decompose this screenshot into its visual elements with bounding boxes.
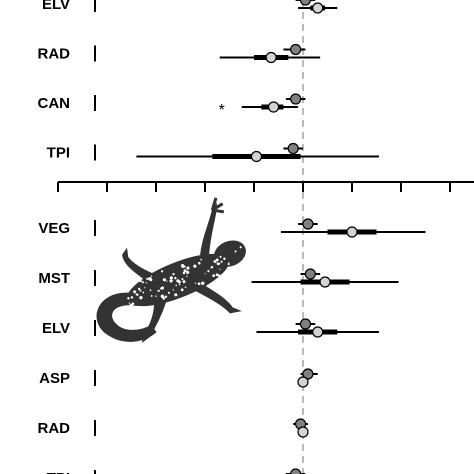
significance-star: * xyxy=(219,102,225,119)
dark-point xyxy=(302,368,314,380)
row-veg: VEG xyxy=(38,218,426,238)
row-rad: RAD xyxy=(38,418,309,438)
light-point xyxy=(319,276,331,288)
row-rad: RAD xyxy=(38,43,321,64)
panel-2: VEG MST ELV ASP RAD TPI* xyxy=(38,218,426,474)
row-label: ASP xyxy=(39,370,70,387)
dark-point xyxy=(290,468,302,474)
row-label: CAN xyxy=(38,95,71,112)
row-tpi: TPI xyxy=(47,142,379,163)
light-point xyxy=(297,426,309,438)
row-label: VEG xyxy=(38,220,70,237)
dark-point xyxy=(304,268,316,280)
dark-point xyxy=(302,218,314,230)
dark-point xyxy=(299,318,312,330)
salamander-silhouette-icon xyxy=(96,197,270,343)
light-point xyxy=(312,326,324,338)
light-point xyxy=(250,150,263,163)
row-label: TPI xyxy=(47,470,70,474)
row-can: CAN * xyxy=(38,93,306,119)
dark-point xyxy=(299,0,312,6)
row-tpi: TPI* xyxy=(47,468,306,474)
row-label: ELV xyxy=(42,320,70,337)
light-point xyxy=(346,226,358,238)
dark-point xyxy=(290,93,302,105)
row-elv: ELV xyxy=(42,318,379,338)
row-label: RAD xyxy=(38,420,71,437)
row-label: MST xyxy=(38,270,70,287)
dark-point xyxy=(287,142,299,155)
x-axis xyxy=(57,181,474,192)
row-elv: ELV xyxy=(42,0,338,14)
row-label: TPI xyxy=(47,145,70,162)
light-point xyxy=(312,2,324,14)
row-label: ELV xyxy=(42,0,70,13)
light-point xyxy=(268,101,280,113)
row-label: RAD xyxy=(38,46,71,63)
light-point xyxy=(265,51,277,64)
panel-1: ELV RAD CAN * TPI xyxy=(38,0,379,163)
row-mst: MST xyxy=(38,268,399,288)
light-point xyxy=(297,376,309,388)
row-asp: ASP xyxy=(39,368,318,388)
dark-point xyxy=(290,43,302,56)
